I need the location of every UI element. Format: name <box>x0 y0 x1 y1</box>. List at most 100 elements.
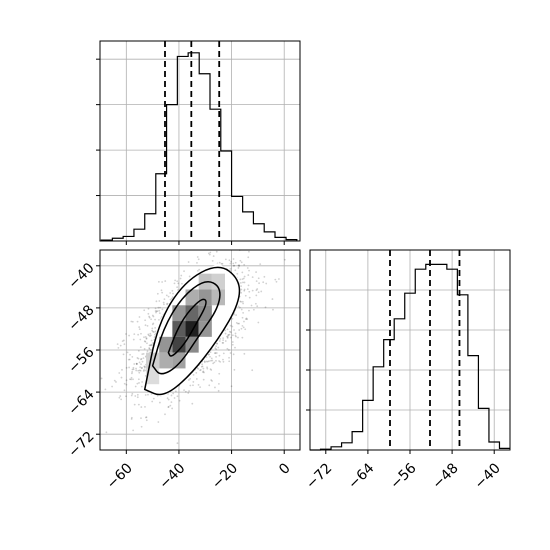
right-histogram-quantile-lines <box>389 250 461 450</box>
scatter-point <box>247 284 250 287</box>
right-histogram-bar <box>373 367 384 450</box>
scatter-point <box>152 331 155 333</box>
scatter-point <box>137 333 140 336</box>
scatter-point <box>214 347 217 350</box>
scatter-point <box>224 340 227 342</box>
scatter-point <box>178 399 181 402</box>
scatter-frame <box>99 249 301 451</box>
scatter-point <box>256 305 259 308</box>
scatter-point <box>166 302 169 305</box>
scatter-point <box>132 366 135 369</box>
right-histogram-bar <box>478 408 489 450</box>
scatter-point <box>248 309 250 312</box>
scatter-point <box>208 384 211 387</box>
scatter-point <box>247 274 250 276</box>
scatter-point <box>121 340 124 343</box>
scatter-point <box>147 312 150 315</box>
scatter-point <box>149 335 151 338</box>
scatter-point <box>145 337 148 340</box>
scatter-point <box>219 360 222 363</box>
scatter-point <box>161 291 164 294</box>
scatter-point <box>142 370 145 372</box>
scatter-point <box>129 353 131 356</box>
scatter-point <box>240 285 242 288</box>
scatter-density-cell <box>198 321 212 337</box>
scatter-point <box>148 334 150 337</box>
scatter-point <box>176 280 179 283</box>
scatter-point <box>151 327 154 330</box>
scatter-point <box>131 371 134 373</box>
scatter-point <box>222 352 225 355</box>
scatter-point <box>243 281 246 284</box>
scatter-point <box>238 329 241 331</box>
scatter-point <box>203 360 206 363</box>
scatter-point <box>130 378 133 381</box>
scatter-point <box>274 278 277 281</box>
scatter-point <box>246 267 249 269</box>
scatter-point <box>234 269 237 272</box>
scatter-point <box>118 372 121 374</box>
scatter-point <box>203 371 205 374</box>
scatter-point <box>150 344 153 347</box>
scatter-point <box>139 346 142 349</box>
scatter-point <box>238 306 241 309</box>
scatter-point <box>256 288 259 290</box>
scatter-point <box>184 390 187 393</box>
scatter-point <box>145 416 147 419</box>
scatter-point <box>241 300 244 303</box>
scatter-point <box>150 343 153 346</box>
scatter-point <box>146 350 149 353</box>
scatter-point <box>271 298 274 300</box>
scatter-point <box>144 394 147 396</box>
scatter-point <box>240 288 243 291</box>
scatter-point <box>229 352 232 354</box>
scatter-point <box>235 335 237 338</box>
scatter-point <box>218 372 221 375</box>
scatter-point <box>154 326 157 329</box>
scatter-point <box>151 323 154 326</box>
right-histogram-bar <box>384 340 395 450</box>
scatter-point <box>120 376 123 379</box>
scatter-point <box>131 356 134 358</box>
scatter-point <box>125 383 128 386</box>
scatter-point <box>226 328 229 331</box>
scatter-point <box>141 381 144 383</box>
scatter-point <box>221 341 224 344</box>
scatter-point <box>201 363 204 366</box>
scatter-point <box>275 280 278 283</box>
scatter-point <box>163 298 166 301</box>
scatter-point <box>143 369 145 371</box>
scatter-point <box>195 378 198 380</box>
scatter-point <box>208 360 210 362</box>
scatter-point <box>209 368 212 371</box>
scatter-point <box>234 261 237 264</box>
scatter-point <box>272 308 274 311</box>
scatter-point <box>171 407 174 410</box>
scatter-point <box>130 416 133 419</box>
scatter-point <box>237 305 240 308</box>
scatter-point <box>241 316 244 319</box>
scatter-point <box>122 353 125 356</box>
scatter-point <box>166 397 169 400</box>
scatter-point <box>135 369 138 372</box>
scatter-point <box>231 343 234 346</box>
scatter-point <box>243 289 246 292</box>
scatter-point <box>173 282 176 285</box>
scatter-point <box>144 336 147 338</box>
scatter-point <box>242 281 244 284</box>
scatter-point <box>221 262 224 265</box>
scatter-point <box>116 343 119 346</box>
scatter-point <box>203 361 206 364</box>
scatter-point <box>167 295 170 298</box>
scatter-point <box>127 358 130 361</box>
scatter-point <box>135 362 138 365</box>
scatter-point <box>258 282 260 285</box>
scatter-point <box>234 346 236 349</box>
scatter-point <box>206 366 208 369</box>
scatter-point <box>151 400 154 403</box>
scatter-point <box>138 326 141 328</box>
scatter-point <box>216 342 219 345</box>
scatter-point <box>170 297 173 300</box>
scatter-point <box>155 311 157 314</box>
scatter-point <box>134 395 137 397</box>
